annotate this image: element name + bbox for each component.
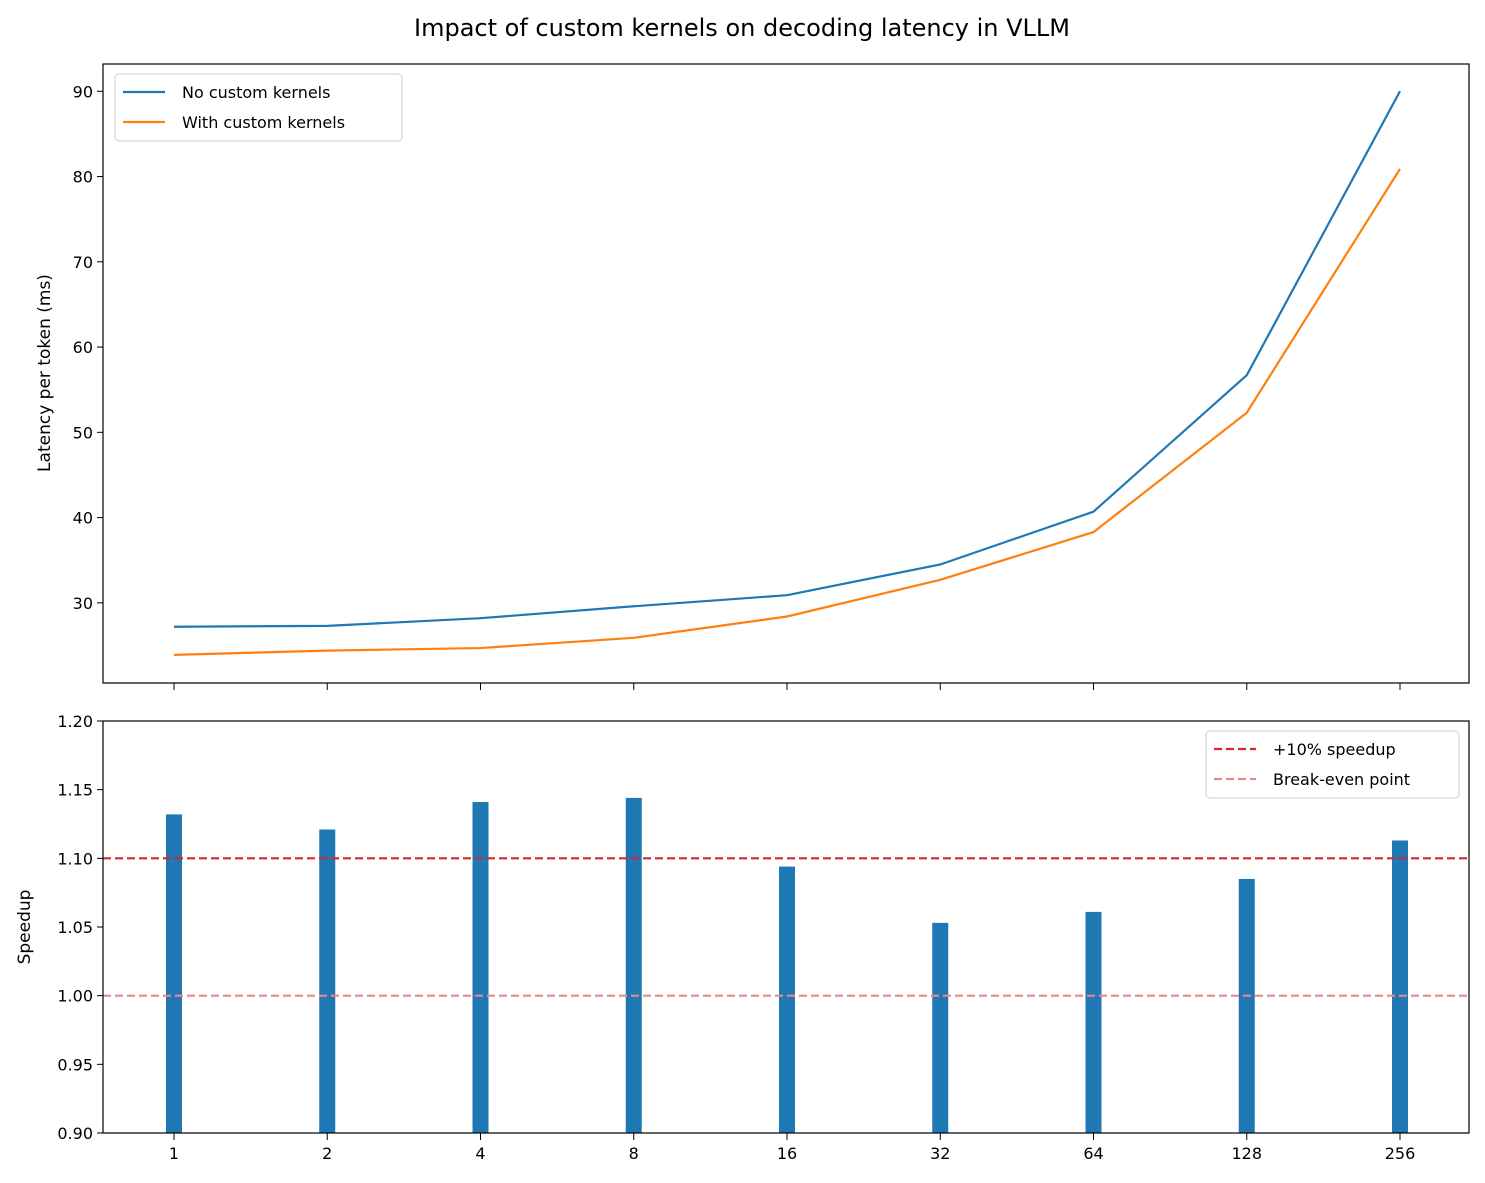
x-tick-label: 1 — [169, 1144, 179, 1163]
legend: +10% speedup Break-even point — [1205, 730, 1460, 799]
x-tick-label: 32 — [930, 1144, 950, 1163]
bottom-ylabel: Speedup — [15, 890, 35, 965]
top-ylabel: Latency per token (ms) — [35, 274, 55, 472]
y-tick-label: 1.05 — [57, 918, 93, 937]
x-tick-label: 128 — [1231, 1144, 1262, 1163]
speedup-axes: 0.90 0.95 1.00 1.05 1.10 1.15 1.20 1 2 4 8 16 32 64 12… — [57, 712, 1470, 1163]
y-tick-label: 1.15 — [57, 781, 93, 800]
x-tick-label: 64 — [1083, 1144, 1103, 1163]
bar-256 — [1392, 840, 1408, 1133]
y-tick-label: 50 — [73, 423, 93, 442]
legend-label: Break-even point — [1273, 770, 1410, 789]
bar-128 — [1238, 878, 1255, 1133]
bar-2 — [319, 829, 336, 1133]
y-tick-label: 0.95 — [57, 1055, 93, 1074]
axes-frame — [102, 63, 1470, 684]
legend: No custom kernels With custom kernels — [114, 73, 403, 142]
bar-8 — [625, 797, 642, 1133]
y-tick-label: 1.00 — [57, 987, 93, 1006]
bar-32 — [932, 922, 949, 1133]
x-tick-label: 4 — [475, 1144, 485, 1163]
latency-axes: 30 40 50 60 70 80 90 No custom kernels With cust… — [73, 63, 1470, 690]
bar-16 — [779, 866, 795, 1133]
y-tick-label: 80 — [73, 168, 93, 187]
y-tick-label: 0.90 — [57, 1124, 93, 1143]
legend-label: +10% speedup — [1273, 740, 1396, 759]
y-tick-label: 90 — [73, 82, 93, 101]
chart-title: Impact of custom kernels on decoding lat… — [414, 14, 1070, 42]
y-tick-label: 40 — [73, 509, 93, 528]
y-tick-label: 60 — [73, 338, 93, 357]
x-tick-label: 256 — [1385, 1144, 1416, 1163]
series-line-0 — [173, 90, 1401, 628]
legend-box — [114, 73, 403, 142]
bar-1 — [166, 814, 182, 1133]
y-tick-label: 1.10 — [57, 849, 93, 868]
y-tick-label: 1.20 — [57, 712, 93, 731]
x-tick-label: 2 — [322, 1144, 332, 1163]
legend-label: With custom kernels — [182, 113, 345, 132]
legend-box — [1205, 730, 1460, 799]
legend-label: No custom kernels — [182, 83, 330, 102]
series-line-1 — [173, 168, 1401, 656]
y-tick-label: 70 — [73, 253, 93, 272]
bar-4 — [472, 802, 489, 1133]
x-tick-label: 8 — [629, 1144, 639, 1163]
x-tick-label: 16 — [777, 1144, 797, 1163]
axes-frame — [102, 720, 1470, 1134]
y-tick-label: 30 — [73, 594, 93, 613]
bar-64 — [1085, 911, 1102, 1133]
